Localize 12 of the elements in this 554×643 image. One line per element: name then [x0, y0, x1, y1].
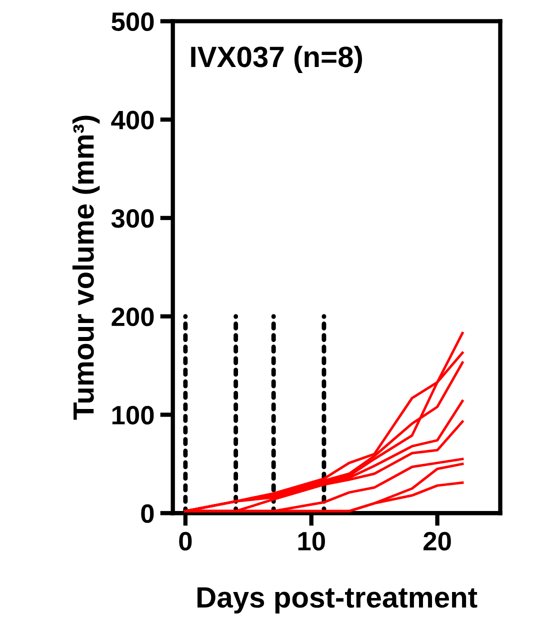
- x-tick-label: 10: [298, 532, 325, 551]
- y-tick-label: 400: [111, 110, 154, 130]
- y-axis-title: Tumour volume (mm³): [72, 116, 100, 420]
- y-tick-label: 100: [112, 406, 154, 425]
- y-tick-label: 300: [111, 209, 154, 228]
- x-tick-label: 0: [179, 532, 192, 551]
- y-tick-label: 0: [141, 504, 154, 523]
- x-tick-label: 20: [424, 532, 451, 551]
- y-tick-label: 500: [112, 12, 154, 32]
- annotation: IVX037 (n=8): [191, 46, 362, 74]
- y-tick-label: 200: [112, 307, 154, 326]
- x-axis-title: Days post-treatment: [198, 587, 478, 614]
